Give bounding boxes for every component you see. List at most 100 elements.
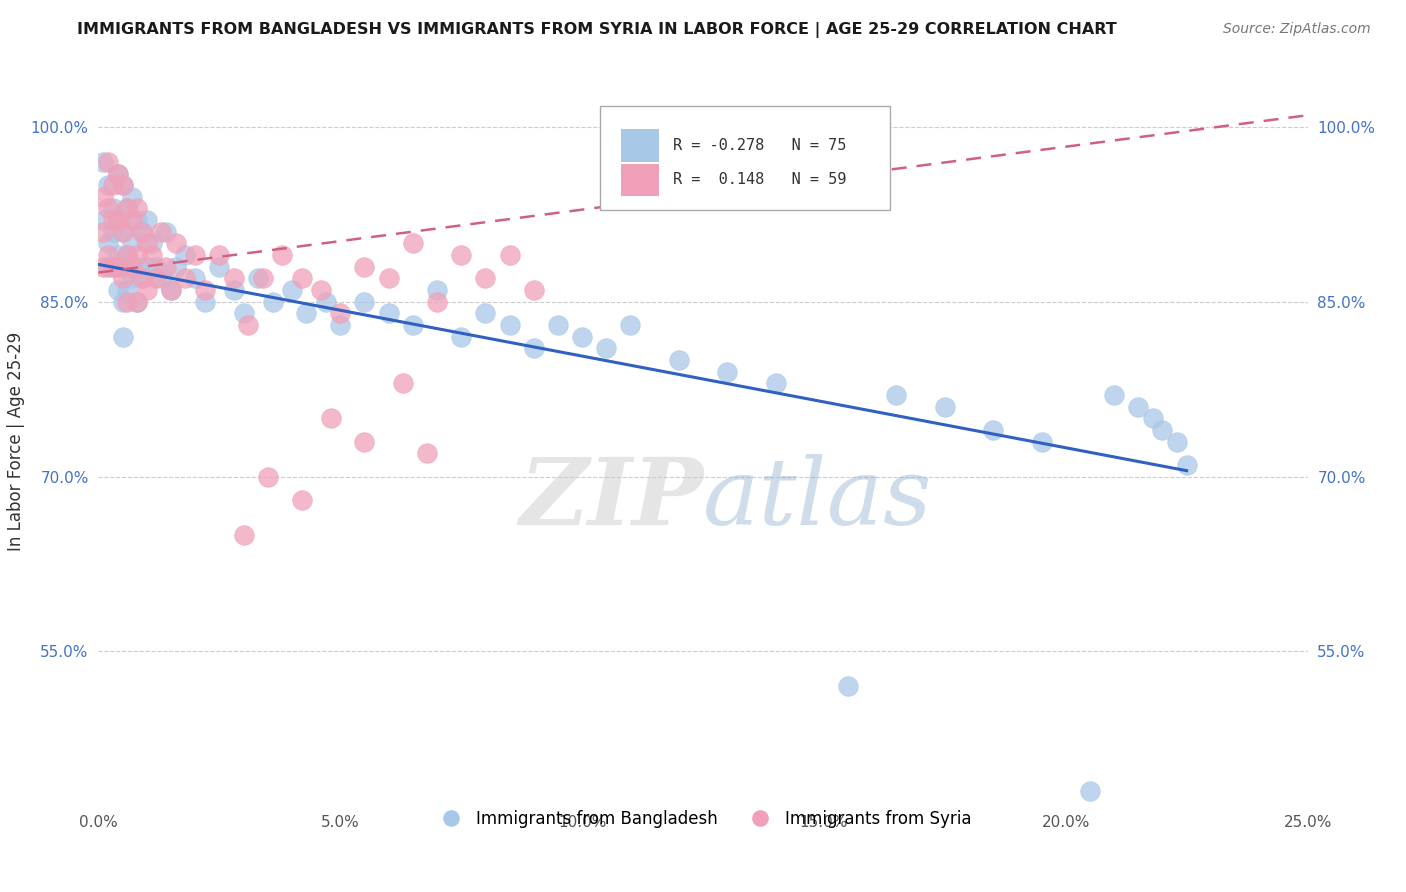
Point [107,283,129,297]
Point [107,260,129,274]
Point [174,271,197,285]
Point [131,225,153,239]
Point [165,260,187,274]
Point [765,376,787,391]
Point [155,260,177,274]
Point [1128,400,1150,414]
Point [498,248,520,262]
Text: Source: ZipAtlas.com: Source: ZipAtlas.com [1223,22,1371,37]
Point [97,248,120,262]
Point [117,202,139,216]
Point [145,260,167,274]
Point [121,213,143,227]
Point [107,167,129,181]
Point [232,306,254,320]
Text: R =  0.148   N = 59: R = 0.148 N = 59 [672,172,846,187]
Point [1152,423,1174,437]
Point [101,213,124,227]
Point [295,306,318,320]
Point [141,248,163,262]
Point [247,271,270,285]
Point [145,271,167,285]
Point [290,492,312,507]
Point [111,225,134,239]
Point [668,353,690,368]
Point [107,167,129,181]
Point [121,260,143,274]
Point [416,446,439,460]
Point [474,306,496,320]
Point [886,388,908,402]
Point [232,528,254,542]
Point [97,260,120,274]
Point [353,434,375,449]
Point [111,260,134,274]
Point [111,178,134,193]
Point [523,341,546,355]
Point [101,225,124,239]
Point [392,376,415,391]
Text: R = -0.278   N = 75: R = -0.278 N = 75 [672,137,846,153]
Point [111,225,134,239]
Point [377,306,399,320]
Point [107,213,129,227]
Point [117,283,139,297]
Point [131,225,153,239]
Point [222,283,245,297]
Point [135,283,157,297]
Point [194,294,217,309]
Point [837,679,859,693]
Point [155,225,177,239]
Point [127,294,149,309]
Point [238,318,260,332]
Point [716,365,738,379]
Point [184,271,207,285]
Point [91,213,114,227]
Legend: Immigrants from Bangladesh, Immigrants from Syria: Immigrants from Bangladesh, Immigrants f… [427,803,979,834]
Point [252,271,274,285]
Point [127,213,149,227]
Point [117,294,139,309]
Point [426,294,449,309]
Point [111,329,134,343]
Point [127,248,149,262]
Point [595,341,617,355]
Text: ZIP: ZIP [519,454,703,544]
Point [111,178,134,193]
Text: atlas: atlas [703,454,932,544]
Point [127,202,149,216]
Point [309,283,332,297]
Point [1166,434,1188,449]
Point [135,213,157,227]
Point [135,260,157,274]
Point [498,318,520,332]
Point [402,236,425,251]
Point [107,248,129,262]
Point [208,260,231,274]
Point [329,318,352,332]
Point [353,260,375,274]
Point [208,248,231,262]
Point [319,411,342,425]
Point [315,294,337,309]
Point [1031,434,1053,449]
Point [97,236,120,251]
Point [523,283,546,297]
Point [101,260,124,274]
Point [91,225,114,239]
Point [91,190,114,204]
Point [450,248,472,262]
Point [150,225,173,239]
Bar [621,164,659,196]
Point [619,318,641,332]
Point [117,202,139,216]
Point [131,271,153,285]
Point [121,190,143,204]
Point [111,294,134,309]
Point [107,213,129,227]
Point [160,283,183,297]
FancyBboxPatch shape [600,105,890,211]
Point [121,236,143,251]
Text: IMMIGRANTS FROM BANGLADESH VS IMMIGRANTS FROM SYRIA IN LABOR FORCE | AGE 25-29 C: IMMIGRANTS FROM BANGLADESH VS IMMIGRANTS… [77,22,1118,38]
Point [91,260,114,274]
